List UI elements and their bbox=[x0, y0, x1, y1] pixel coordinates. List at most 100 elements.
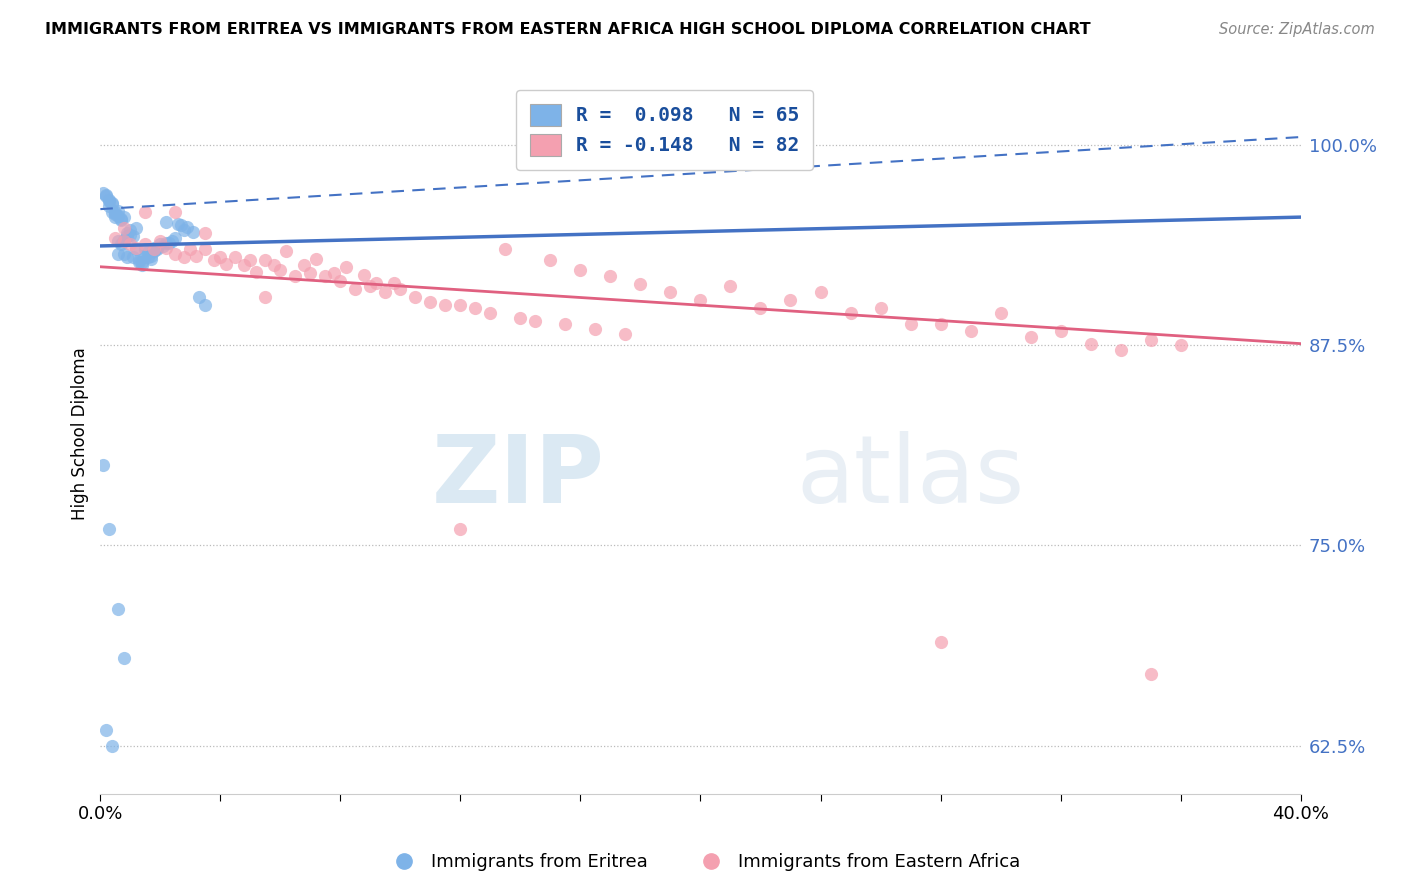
Point bbox=[614, 326, 637, 341]
Point bbox=[599, 269, 621, 284]
Point bbox=[1109, 343, 1132, 357]
Point bbox=[314, 269, 336, 284]
Point bbox=[122, 250, 145, 264]
Point bbox=[449, 298, 471, 312]
Point bbox=[494, 242, 516, 256]
Point bbox=[131, 258, 153, 272]
Point bbox=[233, 258, 256, 272]
Point bbox=[112, 233, 135, 247]
Point bbox=[585, 322, 607, 336]
Point bbox=[245, 264, 267, 278]
Point bbox=[149, 237, 172, 252]
Point bbox=[366, 276, 388, 290]
Point bbox=[209, 250, 232, 264]
Point bbox=[299, 266, 322, 280]
Point bbox=[120, 237, 142, 252]
Point bbox=[239, 253, 262, 268]
Point bbox=[107, 209, 129, 223]
Point bbox=[869, 301, 891, 316]
Point bbox=[110, 213, 132, 227]
Point bbox=[138, 250, 160, 264]
Point bbox=[112, 247, 135, 261]
Point bbox=[344, 282, 367, 296]
Point bbox=[125, 241, 148, 255]
Point bbox=[929, 318, 952, 332]
Point bbox=[107, 203, 129, 218]
Point bbox=[689, 293, 711, 308]
Point bbox=[122, 229, 145, 244]
Point bbox=[146, 242, 169, 256]
Point bbox=[155, 241, 177, 255]
Point bbox=[165, 247, 187, 261]
Point bbox=[98, 193, 121, 207]
Point bbox=[1080, 336, 1102, 351]
Point bbox=[152, 239, 174, 253]
Point bbox=[224, 250, 246, 264]
Point bbox=[112, 650, 135, 665]
Text: ZIP: ZIP bbox=[432, 431, 605, 523]
Point bbox=[179, 242, 201, 256]
Point bbox=[254, 290, 277, 304]
Point bbox=[107, 247, 129, 261]
Point bbox=[170, 218, 193, 232]
Point bbox=[335, 260, 357, 274]
Point bbox=[374, 285, 396, 300]
Point bbox=[305, 252, 328, 266]
Point bbox=[98, 523, 121, 537]
Point bbox=[134, 248, 156, 262]
Point bbox=[659, 285, 682, 300]
Point bbox=[125, 242, 148, 256]
Point bbox=[165, 231, 187, 245]
Point bbox=[93, 186, 115, 200]
Point bbox=[98, 199, 121, 213]
Point bbox=[186, 248, 208, 262]
Point bbox=[202, 253, 225, 268]
Point bbox=[117, 226, 139, 240]
Point bbox=[107, 602, 129, 616]
Point bbox=[131, 255, 153, 269]
Point bbox=[263, 258, 285, 272]
Point bbox=[929, 634, 952, 648]
Point bbox=[188, 290, 211, 304]
Point bbox=[143, 242, 166, 256]
Point bbox=[779, 293, 801, 308]
Point bbox=[149, 234, 172, 248]
Point bbox=[93, 458, 115, 473]
Point bbox=[110, 237, 132, 252]
Point bbox=[176, 219, 198, 234]
Point bbox=[143, 241, 166, 255]
Point bbox=[101, 739, 124, 753]
Point bbox=[434, 298, 457, 312]
Point bbox=[630, 277, 652, 292]
Point bbox=[141, 252, 163, 266]
Point bbox=[359, 279, 381, 293]
Point bbox=[128, 253, 150, 268]
Point bbox=[959, 324, 981, 338]
Point bbox=[104, 231, 127, 245]
Point bbox=[120, 223, 142, 237]
Legend: Immigrants from Eritrea, Immigrants from Eastern Africa: Immigrants from Eritrea, Immigrants from… bbox=[378, 847, 1028, 879]
Point bbox=[284, 269, 307, 284]
Point bbox=[990, 306, 1012, 320]
Text: Source: ZipAtlas.com: Source: ZipAtlas.com bbox=[1219, 22, 1375, 37]
Point bbox=[96, 189, 118, 203]
Point bbox=[384, 276, 406, 290]
Point bbox=[96, 723, 118, 737]
Point bbox=[112, 221, 135, 235]
Y-axis label: High School Diploma: High School Diploma bbox=[72, 347, 89, 520]
Point bbox=[183, 225, 205, 239]
Point bbox=[194, 242, 217, 256]
Point bbox=[720, 279, 742, 293]
Point bbox=[101, 205, 124, 219]
Point bbox=[810, 285, 832, 300]
Point bbox=[538, 253, 561, 268]
Text: atlas: atlas bbox=[797, 431, 1025, 523]
Point bbox=[292, 258, 315, 272]
Point bbox=[141, 248, 163, 262]
Point bbox=[104, 210, 127, 224]
Point bbox=[194, 226, 217, 240]
Point bbox=[165, 205, 187, 219]
Legend: R =  0.098   N = 65, R = -0.148   N = 82: R = 0.098 N = 65, R = -0.148 N = 82 bbox=[516, 90, 813, 169]
Point bbox=[125, 221, 148, 235]
Point bbox=[101, 197, 124, 211]
